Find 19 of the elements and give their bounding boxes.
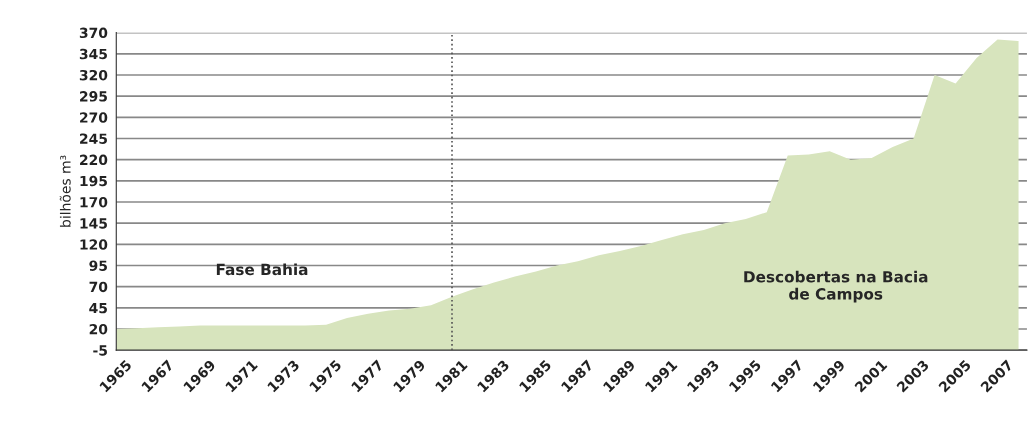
y-tick-label: 345 <box>79 48 107 60</box>
annotation: Descobertas na Bacia de Campos <box>744 270 928 303</box>
y-tick-label: 120 <box>80 239 108 250</box>
y-tick-label: 270 <box>80 112 108 123</box>
y-axis-title: bilhões m³ <box>59 155 71 227</box>
y-tick-label: 20 <box>89 323 108 335</box>
y-tick-label: 95 <box>89 260 107 271</box>
y-tick-label: -5 <box>93 345 107 356</box>
y-tick-label: 295 <box>80 91 107 102</box>
y-tick-label: 370 <box>79 27 108 39</box>
y-tick-label: 170 <box>80 196 108 208</box>
y-tick-label: 245 <box>80 133 107 144</box>
y-tick-label: 320 <box>79 69 108 81</box>
y-tick-label: 70 <box>89 281 108 293</box>
y-tick-label: 45 <box>89 302 107 314</box>
y-tick-label: 195 <box>80 175 107 187</box>
y-tick-label: 220 <box>80 154 108 166</box>
y-tick-label: 145 <box>80 218 107 229</box>
annotation: Fase Bahia <box>216 263 308 276</box>
